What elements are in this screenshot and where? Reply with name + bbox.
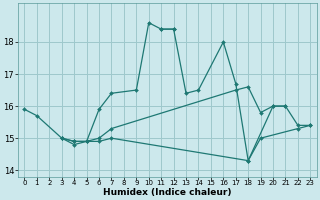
X-axis label: Humidex (Indice chaleur): Humidex (Indice chaleur) [103,188,232,197]
